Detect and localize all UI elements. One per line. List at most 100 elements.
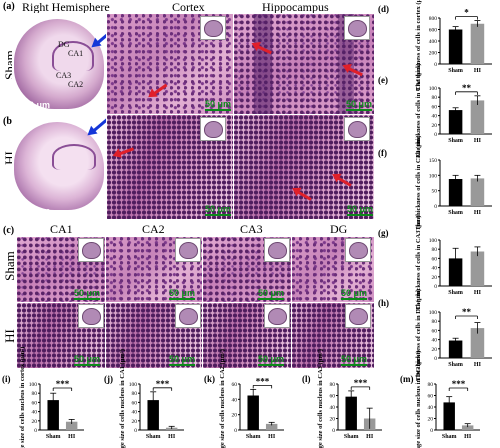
chart-significance-label: ** <box>462 307 472 317</box>
chart-y-tick-label: 60 <box>330 394 336 400</box>
brain-inset-icon <box>175 304 201 328</box>
chart-y-axis-label: Average size of cells nucleus in DG (μm²… <box>415 351 422 448</box>
scale-50: 50 μm <box>341 354 368 366</box>
chart-x-tick-label: Sham <box>448 138 463 144</box>
chart-y-tick-label: 100 <box>429 86 438 92</box>
chart-y-tick-label: 20 <box>132 419 138 425</box>
chart-y-tick-label: 600 <box>429 28 438 34</box>
scale-50: 50 μm <box>169 354 196 366</box>
chart-y-tick-label: 40 <box>132 410 138 416</box>
chart-x-tick-label: HI <box>474 138 482 144</box>
scale-1000-hi: 1000 μm <box>14 206 51 216</box>
scale-1000-sham: 1000 μm <box>14 100 51 110</box>
chart-y-tick-label: 80 <box>132 391 138 397</box>
chart-x-tick-label: HI <box>268 434 276 440</box>
header-cortex: Cortex <box>172 0 205 14</box>
chart-panel-label: (e) <box>378 75 388 85</box>
chart-y-tick-label: 0 <box>434 62 437 68</box>
chart-y-tick-label: 40 <box>428 405 434 411</box>
chart-y-tick-label: 20 <box>432 123 438 129</box>
chart-bar <box>247 395 259 430</box>
panel-label-c: (c) <box>3 225 15 236</box>
chart-panel-label: (h) <box>378 298 389 308</box>
chart-x-tick-label: HI <box>474 68 482 74</box>
chart-y-tick-label: 20 <box>432 347 438 353</box>
header-ca2: CA2 <box>142 222 165 236</box>
chart-x-tick-label: HI <box>464 434 472 440</box>
chart-x-tick-label: Sham <box>46 434 61 440</box>
brain-inset-icon <box>78 304 104 328</box>
chart-y-tick-label: 80 <box>432 247 438 253</box>
chart-y-tick-label: 0 <box>434 284 437 290</box>
chart-panel-label: (m) <box>400 374 414 384</box>
chart-bar <box>165 427 178 430</box>
scale-50: 50 μm <box>205 99 232 111</box>
chart-y-tick-label: 800 <box>429 16 438 22</box>
chart-y-tick-label: 60 <box>428 394 434 400</box>
chart-y-tick-label: 100 <box>429 310 438 316</box>
scale-50: 50 μm <box>169 288 196 300</box>
brain-inset-icon <box>200 16 226 40</box>
brain-inset-icon <box>200 117 226 141</box>
chart-y-tick-label: 80 <box>432 319 438 325</box>
scale-50: 50 μm <box>346 99 373 111</box>
chart-x-tick-label: HI <box>366 434 374 440</box>
chart-bar <box>470 100 485 134</box>
chart-panel-label: (d) <box>378 4 389 14</box>
scale-50: 50 μm <box>347 204 374 216</box>
header-hippocampus: Hippocampus <box>262 0 329 14</box>
header-ca1: CA1 <box>50 222 73 236</box>
chart-bar <box>470 23 485 64</box>
chart-y-tick-label: 0 <box>434 356 437 362</box>
chart-bar <box>470 251 485 286</box>
chart-y-tick-label: 150 <box>429 158 438 164</box>
chart-x-tick-label: Sham <box>246 434 261 440</box>
chart-bar <box>461 425 474 430</box>
chart-significance-label: *** <box>354 378 368 388</box>
chart-y-tick-label: 80 <box>32 391 38 397</box>
chart-bar <box>448 179 463 206</box>
chart-bar <box>47 400 59 430</box>
chart-x-tick-label: Sham <box>448 362 463 368</box>
brain-inset-icon <box>345 304 371 328</box>
chart-x-tick-label: HI <box>474 210 482 216</box>
chart-y-tick-label: 20 <box>432 275 438 281</box>
chart-y-tick-label: 40 <box>32 410 38 416</box>
chart-bar <box>345 396 357 430</box>
chart-y-tick-label: 100 <box>429 173 438 179</box>
chart-x-tick-label: Sham <box>146 434 161 440</box>
brain-inset-icon <box>175 238 201 262</box>
chart-y-tick-label: 0 <box>434 132 437 138</box>
chart-x-tick-label: HI <box>168 434 176 440</box>
chart-x-tick-label: Sham <box>448 210 463 216</box>
chart-significance-label: *** <box>256 376 270 386</box>
chart-y-axis-label: The thickness of cells in CA3 (μm) <box>415 215 422 310</box>
panel-label-b: (b) <box>3 116 16 127</box>
chart-y-tick-label: 0 <box>430 428 433 434</box>
chart-bar <box>448 29 463 64</box>
chart-panel-label: (k) <box>204 374 215 384</box>
brain-section-hi <box>12 114 106 218</box>
chart-x-tick-label: Sham <box>442 434 457 440</box>
chart-y-tick-label: 80 <box>330 382 336 388</box>
chart-y-tick-label: 40 <box>432 266 438 272</box>
chart-bar <box>363 418 376 430</box>
chart-y-tick-label: 0 <box>34 428 37 434</box>
chart-x-tick-label: Sham <box>448 290 463 296</box>
scale-50: 50 μm <box>258 354 285 366</box>
chart-significance-label: * <box>464 8 469 18</box>
chart-panel-label: (f) <box>378 148 387 158</box>
chart-x-tick-label: HI <box>474 362 482 368</box>
region-label-ca3: CA3 <box>56 71 72 80</box>
chart-y-tick-label: 20 <box>330 417 336 423</box>
panel-label-a: (a) <box>3 1 15 12</box>
chart-y-axis-label: The thickness of cells in CA2 (μm) <box>415 135 422 230</box>
brain-section-sham <box>12 13 106 113</box>
chart-y-tick-label: 60 <box>432 104 438 110</box>
chart-panel-label: (i) <box>2 374 11 384</box>
scale-50: 50 μm <box>341 288 368 300</box>
chart-panel-label: (g) <box>378 228 389 238</box>
chart-panel-label: (j) <box>104 374 113 384</box>
scale-50: 50 μm <box>205 204 232 216</box>
chart-bar <box>265 423 278 430</box>
